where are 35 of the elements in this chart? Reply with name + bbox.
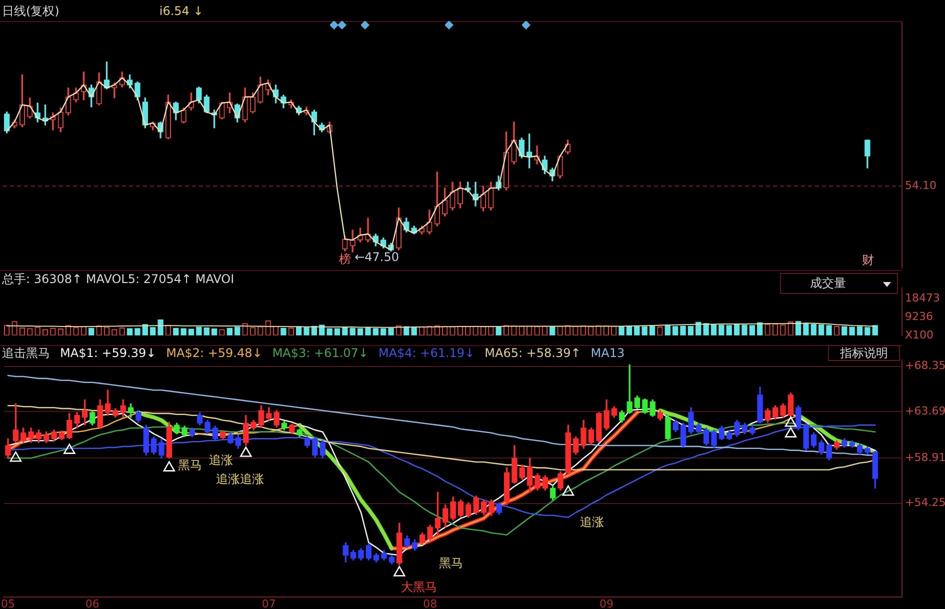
text: MA$1: +59.39↓ [60,346,156,360]
text: MA13 [590,346,625,360]
annotation: 追涨 [580,515,604,530]
button: 指标说明 [828,345,900,361]
text: MA65: +58.39↑ [484,346,581,360]
y-tick-label: X100 [905,328,934,342]
y-tick-label: 9236 [905,310,933,323]
annotation: 黑马 [178,458,202,472]
annotation: 大黑马 [401,580,437,594]
text: MA$4: +61.19↓ [378,346,475,360]
dropdown: 成交量 [780,273,898,294]
chart-subtitle: i6.54 ↓ [159,4,204,18]
x-tick-label: 06 [85,597,100,609]
annotation: 追涨 [209,453,233,468]
chart-title: 总手: 36308↑ MAVOL5: 27054↑ MAVOI [2,272,234,286]
annotation: 黑马 [439,556,463,570]
text: MA$3: +61.07↓ [272,346,368,360]
text: MA$2: +59.48↓ [166,346,262,360]
annotation: 追涨追涨 [216,472,264,486]
x-tick-label: 07 [262,597,276,609]
text: 财 [862,253,874,268]
chart-title: 追击黑马 [2,346,50,360]
y-tick-label: 18473 [905,291,940,304]
x-tick-label: 05 [1,597,16,609]
annotation: ←47.50 [354,250,400,264]
y-tick-label: +63.69 [905,404,945,418]
x-tick-label: 09 [600,597,614,609]
chart-title: 日线(复权) [2,4,60,18]
y-tick-label: +58.91 [905,450,945,464]
text: 54.10 [905,178,936,192]
y-tick-label: +54.25 [905,496,945,510]
x-tick-label: 08 [423,597,438,609]
annotation: 成交量 [810,275,846,292]
annotation: 榜 [339,252,351,266]
y-tick-label: +68.35 [905,359,945,372]
